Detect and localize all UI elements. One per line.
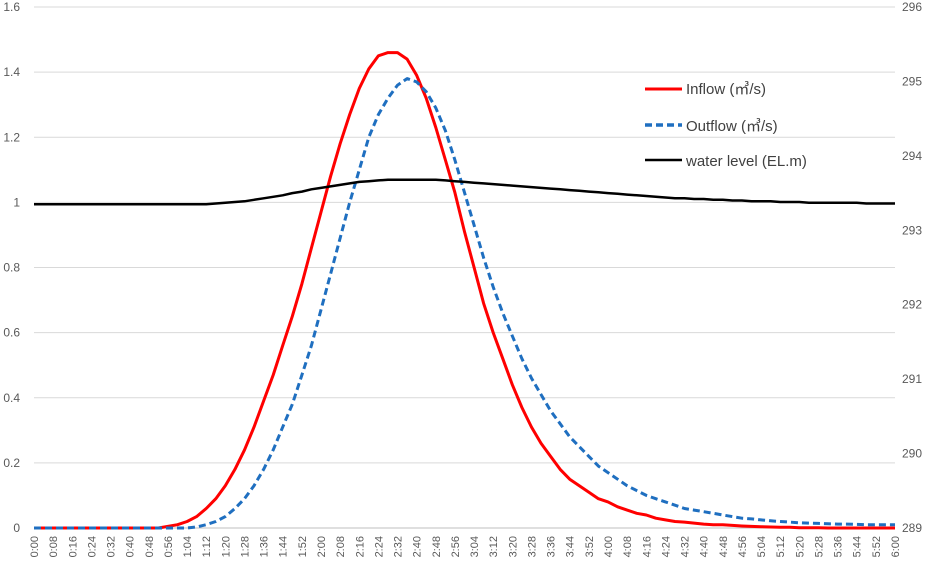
y-left-tick-label: 1.2 — [3, 130, 20, 144]
x-tick-label: 0:40 — [125, 536, 137, 557]
x-tick-label: 2:16 — [354, 536, 366, 557]
x-tick-label: 4:24 — [660, 536, 672, 557]
x-tick-label: 0:48 — [144, 536, 156, 557]
water-level-line — [34, 178, 895, 206]
x-tick-label: 3:20 — [507, 536, 519, 557]
x-tick-label: 4:48 — [718, 536, 730, 557]
x-tick-label: 2:24 — [373, 536, 385, 557]
x-tick-label: 1:28 — [239, 536, 251, 557]
y-right-tick-label: 289 — [902, 521, 922, 535]
x-tick-label: 2:56 — [450, 536, 462, 557]
x-tick-label: 0:24 — [86, 536, 98, 557]
x-tick-label: 4:08 — [622, 536, 634, 557]
x-tick-label: 3:28 — [526, 536, 538, 557]
x-tick-label: 3:52 — [584, 536, 596, 557]
legend-label-inflow: Inflow (㎥/s) — [686, 81, 766, 98]
inflow-line — [34, 51, 895, 530]
x-tick-label: 5:20 — [794, 536, 806, 557]
x-tick-label: 5:28 — [813, 536, 825, 557]
x-tick-label: 5:04 — [756, 536, 768, 557]
y-right-tick-label: 290 — [902, 447, 922, 461]
x-tick-label: 3:12 — [488, 536, 500, 557]
x-tick-label: 0:56 — [163, 536, 175, 557]
x-tick-label: 4:00 — [603, 536, 615, 557]
x-tick-label: 5:36 — [833, 536, 845, 557]
legend-label-water-level: water level (EL.m) — [685, 153, 807, 170]
x-tick-label: 2:40 — [412, 536, 424, 557]
x-tick-label: 0:08 — [48, 536, 60, 557]
x-tick-label: 4:40 — [699, 536, 711, 557]
y-right-tick-label: 291 — [902, 372, 922, 386]
y-left-tick-label: 0.4 — [3, 391, 20, 405]
x-tick-label: 2:00 — [316, 536, 328, 557]
legend: Inflow (㎥/s) Outflow (㎥/s) water level (… — [645, 81, 807, 170]
x-tick-label: 2:48 — [431, 536, 443, 557]
x-tick-label: 0:00 — [29, 536, 41, 557]
x-tick-label: 1:04 — [182, 536, 194, 557]
x-tick-label: 2:32 — [393, 536, 405, 557]
x-axis: 0:00 0:08 0:16 0:24 0:32 0:40 0:48 0:56 1:04 1:12… — [29, 527, 902, 557]
y-left-tick-label: 1 — [13, 195, 20, 209]
y-left-tick-label: 1.6 — [3, 0, 20, 14]
x-tick-label: 3:04 — [469, 536, 481, 557]
x-tick-label: 1:44 — [278, 536, 290, 557]
y-right-tick-label: 292 — [902, 298, 922, 312]
x-tick-label: 4:32 — [680, 536, 692, 557]
y-axis-right: 289 290 291 292 293 294 295 296 — [902, 0, 922, 535]
x-tick-label: 5:12 — [775, 536, 787, 557]
x-tick-label: 1:20 — [220, 536, 232, 557]
x-tick-label: 4:56 — [737, 536, 749, 557]
x-tick-label: 6:00 — [890, 536, 902, 557]
x-tick-label: 3:44 — [565, 536, 577, 557]
x-tick-label: 0:32 — [106, 536, 118, 557]
y-right-tick-label: 293 — [902, 223, 922, 237]
x-tick-label: 1:52 — [297, 536, 309, 557]
x-tick-label: 3:36 — [546, 536, 558, 557]
y-left-tick-label: 0.2 — [3, 456, 20, 470]
x-tick-label: 4:16 — [641, 536, 653, 557]
outflow-line — [34, 77, 895, 530]
gridlines — [34, 6, 895, 529]
legend-label-outflow: Outflow (㎥/s) — [686, 118, 778, 135]
y-right-tick-label: 295 — [902, 74, 922, 88]
y-left-tick-label: 1.4 — [3, 65, 20, 79]
x-tick-label: 5:52 — [871, 536, 883, 557]
y-right-tick-label: 296 — [902, 0, 922, 14]
y-left-tick-label: 0 — [13, 521, 20, 535]
y-right-tick-label: 294 — [902, 149, 922, 163]
x-tick-label: 2:08 — [335, 536, 347, 557]
x-tick-label: 0:16 — [67, 536, 79, 557]
x-tick-label: 1:12 — [201, 536, 213, 557]
y-axis-left: 0 0.2 0.4 0.6 0.8 1 1.2 1.4 1.6 — [3, 0, 20, 535]
x-tick-label: 5:44 — [852, 536, 864, 557]
y-left-tick-label: 0.8 — [3, 261, 20, 275]
x-tick-label: 1:36 — [259, 536, 271, 557]
y-left-tick-label: 0.6 — [3, 326, 20, 340]
series-lines — [34, 51, 895, 530]
